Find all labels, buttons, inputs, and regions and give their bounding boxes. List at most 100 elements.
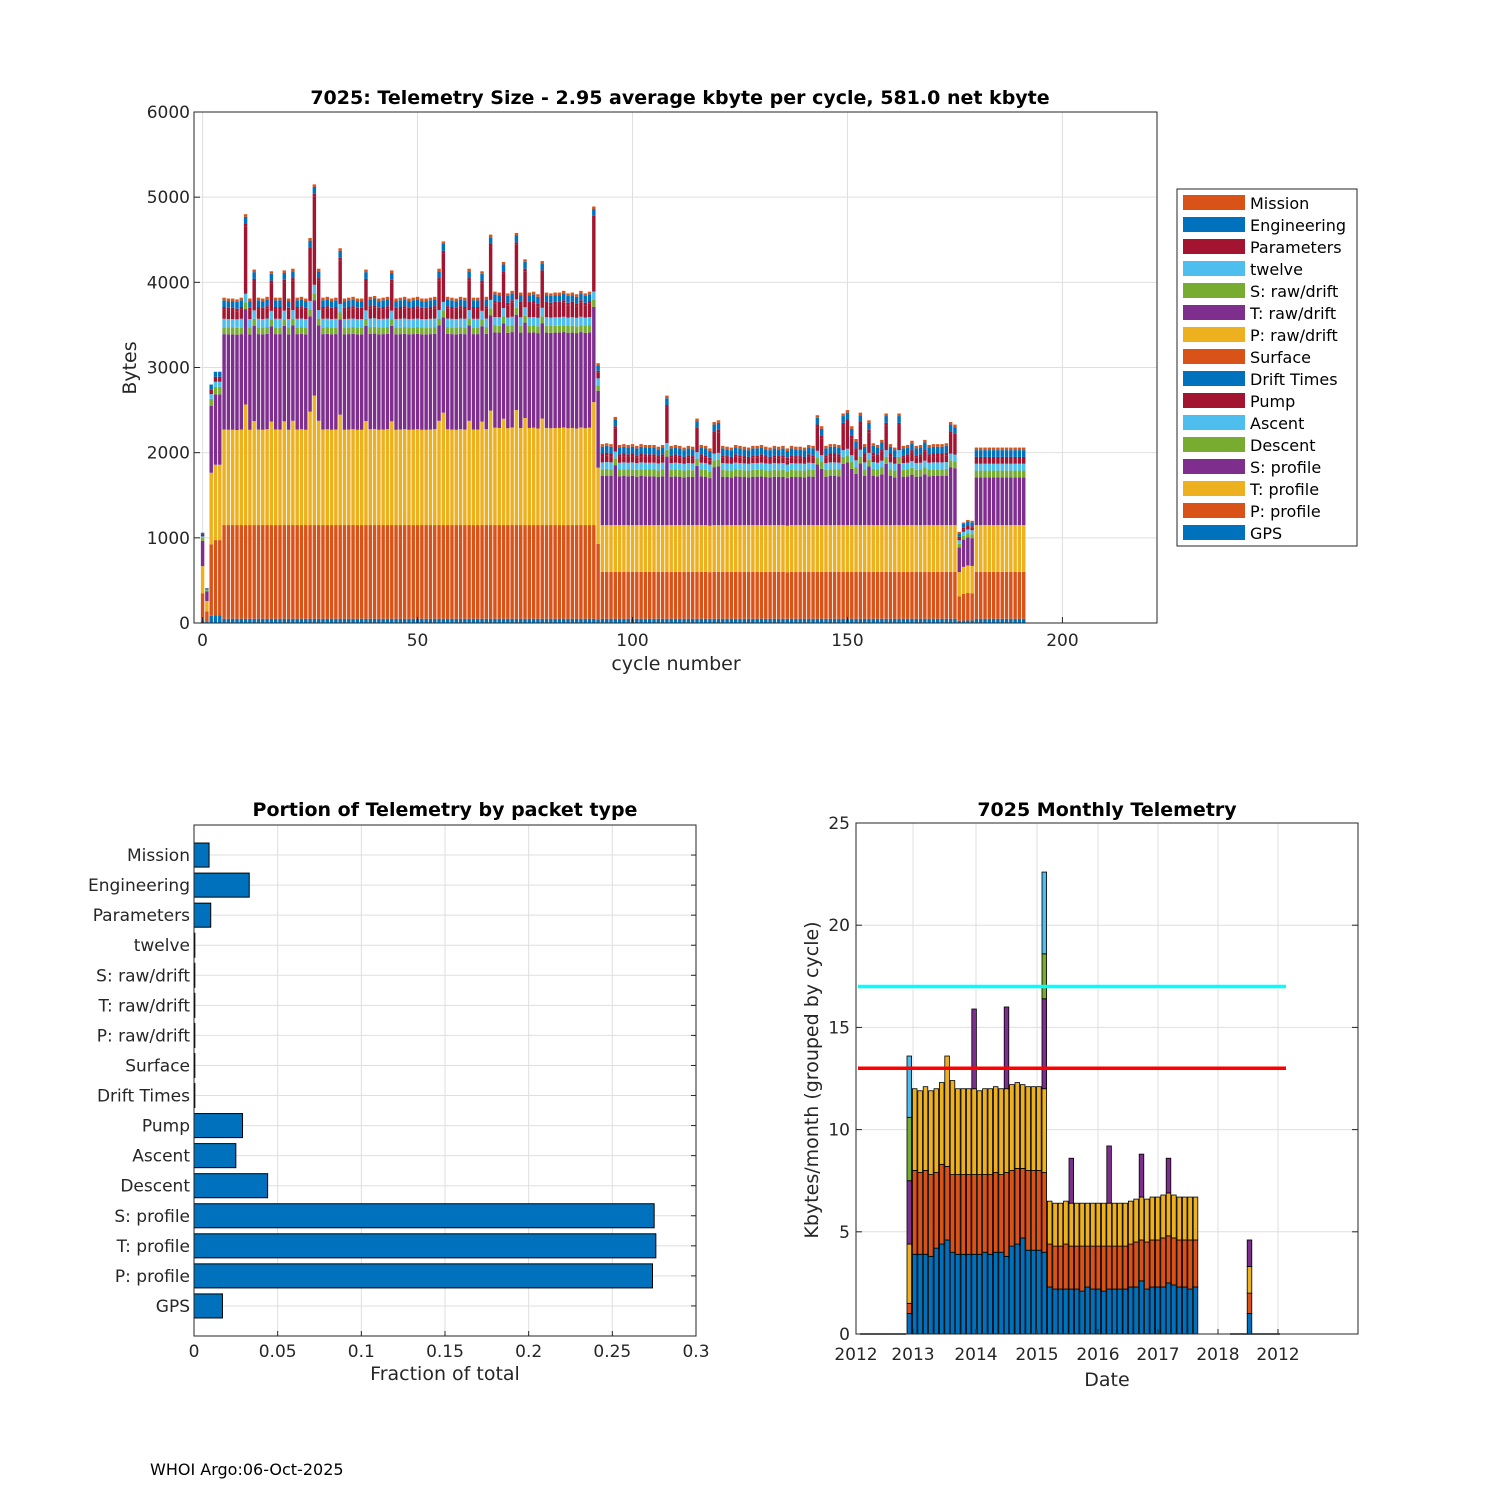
top-bar-segment	[372, 307, 377, 319]
top-bar-segment	[622, 444, 626, 447]
top-bar-segment	[291, 268, 295, 272]
br-bar-segment	[1101, 1245, 1107, 1292]
top-bar-segment	[738, 455, 742, 458]
top-bar-segment	[579, 325, 583, 333]
top-bar-segment	[875, 571, 880, 619]
top-bar-segment	[226, 334, 231, 430]
top-bar-segment	[213, 464, 218, 541]
top-bar-segment	[914, 455, 918, 458]
top-bar-segment	[923, 449, 927, 452]
top-bar-segment	[304, 319, 308, 328]
top-bar-segment	[562, 427, 566, 526]
top-bar-segment	[604, 618, 609, 623]
top-bar-segment	[725, 618, 729, 623]
top-bar-segment	[776, 463, 781, 471]
top-bar-segment	[583, 302, 587, 306]
top-bar-segment	[243, 309, 248, 405]
top-bar-segment	[914, 618, 918, 623]
top-bar-segment	[445, 333, 450, 430]
top-bar-segment	[390, 319, 394, 326]
top-bar-segment	[471, 525, 476, 619]
top-bar-segment	[200, 534, 205, 537]
top-bar-segment	[295, 525, 299, 619]
top-bar-segment	[953, 571, 957, 619]
top-bar-segment	[751, 469, 755, 477]
top-bar-segment	[454, 618, 458, 623]
top-x-ticklabel: 150	[831, 631, 863, 651]
top-bar-segment	[501, 418, 506, 526]
br-ticks: 2012 2013 2014 2015 2016 2017 2018 201205101520…	[828, 814, 1358, 1365]
top-bar-segment	[979, 571, 983, 619]
top-bar-segment	[819, 571, 824, 619]
br-bar-segment	[971, 1088, 977, 1175]
top-bar-segment	[467, 310, 471, 319]
top-bar-segment	[394, 334, 398, 430]
top-bar-segment	[493, 525, 497, 619]
top-bar-segment	[871, 455, 875, 463]
legend-label: Parameters	[1250, 238, 1342, 257]
top-bar-segment	[497, 618, 501, 623]
top-bar-segment	[729, 571, 734, 619]
top-bar-segment	[635, 476, 639, 526]
top-bar-segment	[265, 333, 269, 430]
top-bar-segment	[742, 446, 747, 450]
top-bar-segment	[368, 318, 372, 328]
top-bar-segment	[364, 310, 368, 319]
top-bar-segment	[596, 363, 600, 366]
top-bar-segment	[966, 519, 970, 522]
br-bar-segment	[1063, 1200, 1069, 1245]
top-bar-segment	[1000, 477, 1004, 526]
top-bar-segment	[656, 463, 661, 471]
top-bar-segment	[867, 452, 871, 460]
top-bar-segment	[553, 317, 557, 326]
br-bar-segment	[987, 1088, 993, 1175]
top-bar-segment	[544, 332, 549, 428]
top-bar-segment	[841, 422, 845, 426]
top-bar-segment	[278, 334, 282, 430]
top-bar-segment	[819, 525, 824, 572]
top-bar-segment	[493, 316, 497, 326]
top-bar-segment	[359, 319, 364, 328]
top-bar-segment	[471, 318, 476, 328]
top-bar-segment	[278, 618, 282, 623]
top-bar-segment	[501, 261, 506, 265]
top-bar-segment	[867, 618, 871, 623]
top-bar-segment	[733, 571, 738, 619]
top-bar-segment	[531, 294, 536, 302]
top-bar-segment	[278, 525, 282, 619]
top-bar-segment	[428, 618, 433, 623]
top-bar-segment	[445, 618, 450, 623]
top-bar-segment	[690, 477, 695, 526]
br-bar-segment	[917, 1253, 923, 1335]
top-bar-segment	[733, 525, 738, 572]
top-bar-segment	[424, 618, 428, 623]
br-bar-segment	[939, 1243, 945, 1335]
bl-bar	[193, 1293, 223, 1319]
top-bar-segment	[252, 281, 256, 311]
top-bar-segment	[424, 525, 428, 619]
top-bar-segment	[218, 464, 222, 541]
top-bar-segment	[686, 455, 691, 458]
top-bar-segment	[342, 618, 347, 623]
br-bar-segment	[1187, 1288, 1193, 1335]
legend-swatch	[1183, 525, 1245, 540]
top-bar-segment	[635, 455, 639, 458]
top-bar-segment	[802, 477, 807, 526]
br-bar-segment	[1068, 1157, 1074, 1204]
top-bar-segment	[200, 532, 205, 535]
top-bar-segment	[764, 458, 768, 464]
top-bar-segment	[484, 333, 489, 430]
top-bar-segment	[562, 302, 566, 317]
top-bar-segment	[738, 457, 742, 464]
top-bar-segment	[940, 453, 944, 457]
top-bar-segment	[996, 456, 1000, 460]
top-bar-segment	[721, 571, 725, 619]
top-bar-segment	[424, 307, 428, 311]
top-bar-segment	[626, 454, 630, 457]
top-bar-segment	[918, 571, 923, 619]
top-bar-segment	[789, 469, 794, 477]
footer-text: WHOI Argo:06-Oct-2025	[150, 1460, 344, 1479]
top-bar-segment	[437, 280, 441, 311]
top-bar-segment	[501, 323, 506, 419]
